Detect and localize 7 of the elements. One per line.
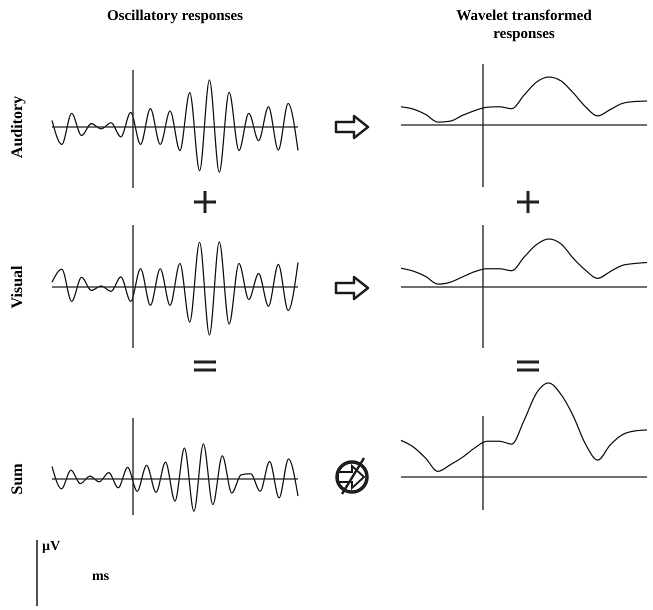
chart-title: Oscillatory responses [107, 8, 244, 24]
y-axis-title: Auditory [9, 96, 26, 158]
chart-title: Wavelet transformed responses [456, 8, 592, 42]
text: µV [42, 539, 60, 554]
y-axis-title: Sum [9, 462, 26, 495]
y-axis-title: Visual [9, 264, 26, 308]
text: ms [92, 569, 110, 584]
